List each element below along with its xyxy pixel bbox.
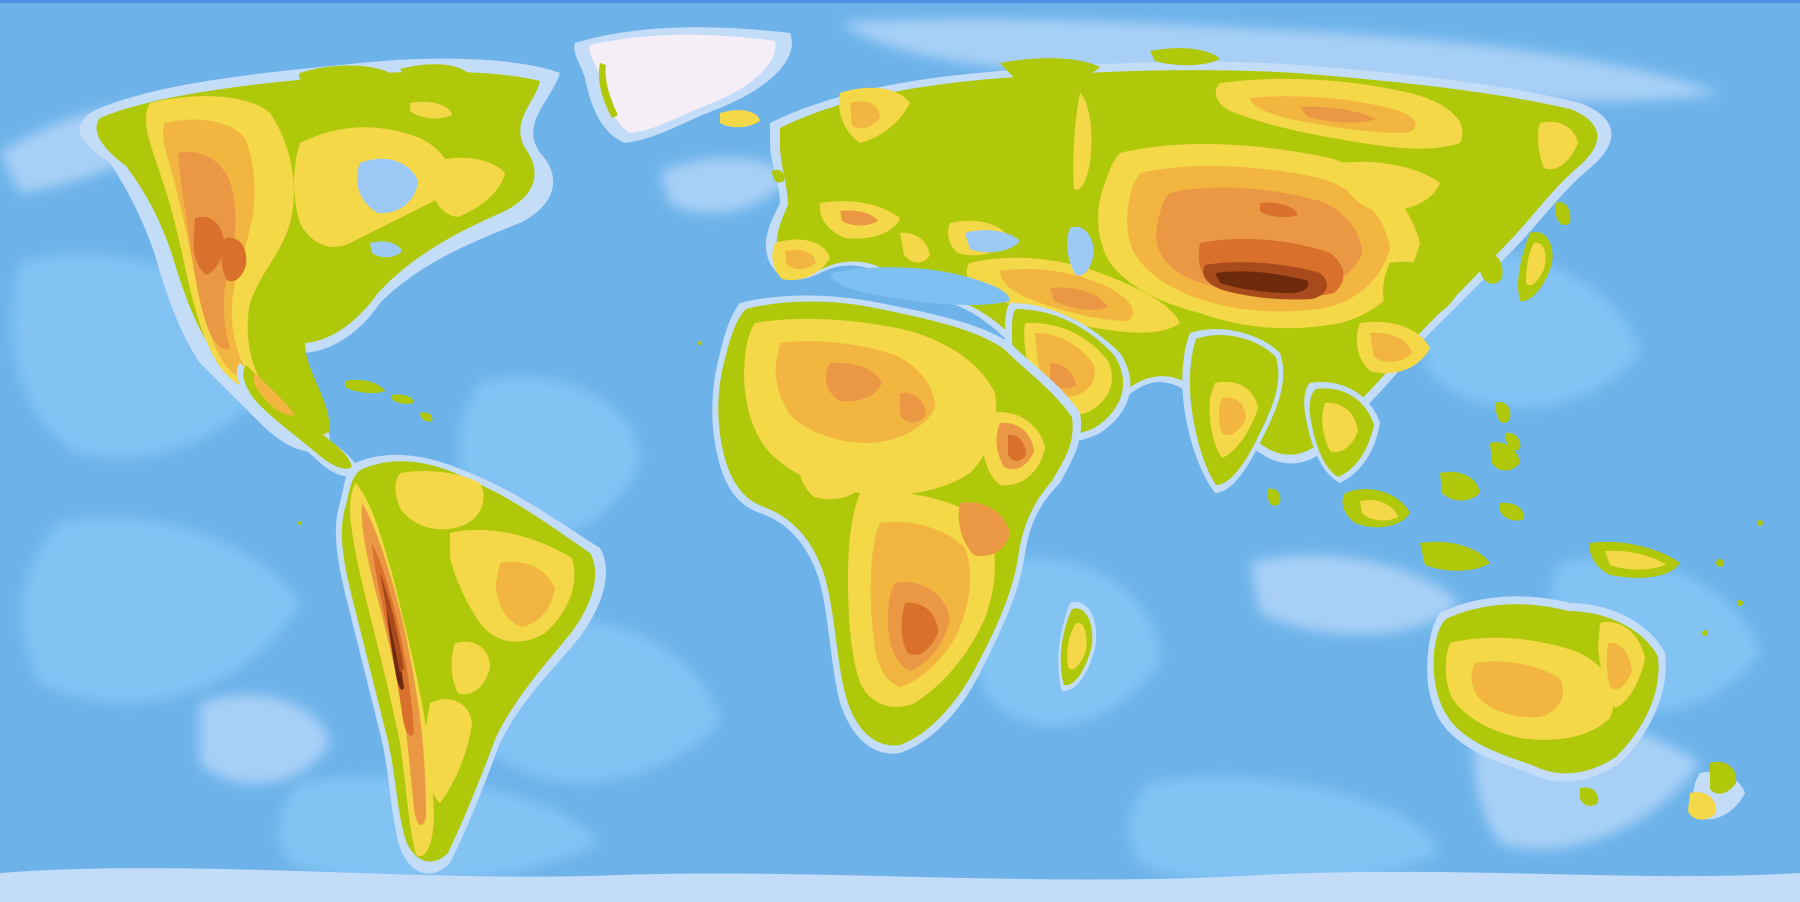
africa [712, 295, 1081, 754]
mediterranean-sea [830, 267, 1010, 306]
india [1182, 329, 1284, 506]
greenland [574, 27, 792, 143]
japan [1480, 122, 1571, 302]
new-zealand [1688, 761, 1745, 820]
madagascar [1058, 602, 1097, 692]
iceland [720, 110, 760, 128]
black-sea [965, 230, 1020, 253]
caspian-sea [1067, 226, 1094, 276]
antarctic-edge [0, 868, 1800, 902]
caribbean-islands [345, 379, 433, 422]
ocean-shading [12, 248, 1760, 887]
pacific-islands [298, 341, 1763, 636]
tasmania [1580, 787, 1599, 806]
british-isles [772, 150, 812, 186]
europe-asia [765, 48, 1612, 464]
new-guinea [1589, 541, 1680, 578]
australia [1427, 596, 1666, 782]
southeast-asia [1304, 382, 1525, 571]
south-america [335, 454, 606, 874]
north-america [79, 58, 560, 477]
map-canvas [0, 3, 1800, 902]
